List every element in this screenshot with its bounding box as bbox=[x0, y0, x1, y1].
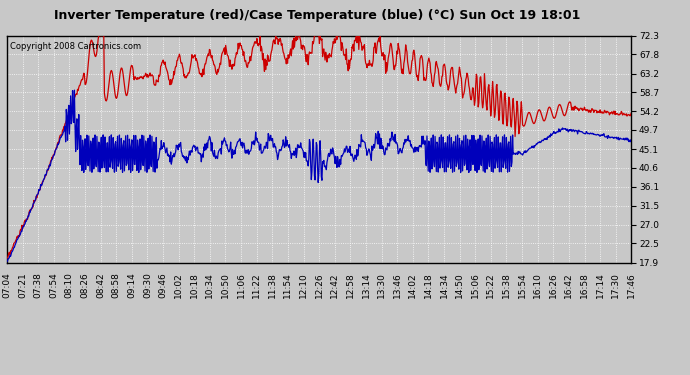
Text: Inverter Temperature (red)/Case Temperature (blue) (°C) Sun Oct 19 18:01: Inverter Temperature (red)/Case Temperat… bbox=[55, 9, 580, 22]
Text: Copyright 2008 Cartronics.com: Copyright 2008 Cartronics.com bbox=[10, 42, 141, 51]
